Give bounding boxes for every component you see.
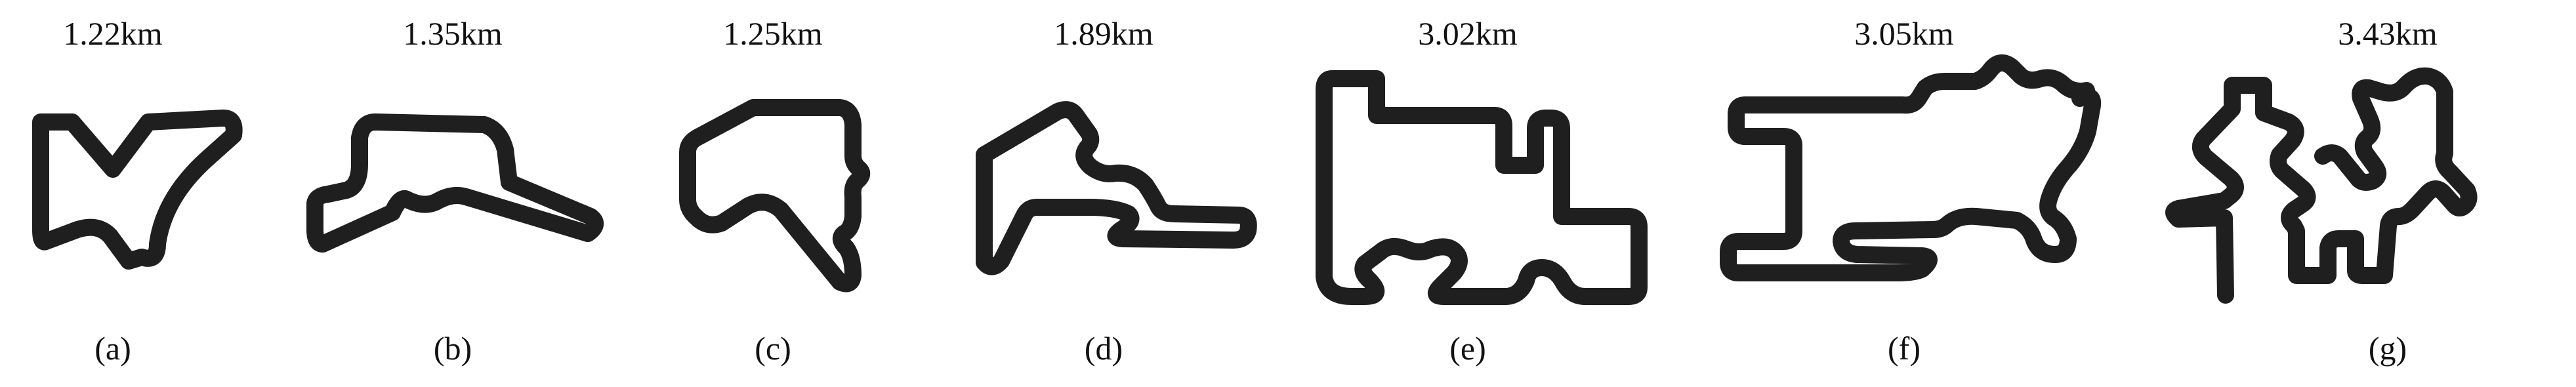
panel-g: 3.43km (g) xyxy=(2165,15,2478,367)
panel-c-length: 1.25km xyxy=(723,15,823,52)
track-c-outline xyxy=(679,99,871,293)
track-d-outline xyxy=(976,101,1257,275)
panel-a-caption: (a) xyxy=(94,330,131,367)
panel-a: 1.22km (a) xyxy=(32,15,243,367)
panel-e: 3.02km (e) xyxy=(1316,15,1648,367)
panel-b-caption: (b) xyxy=(434,330,472,367)
panel-a-length: 1.22km xyxy=(63,15,163,52)
track-e-outline xyxy=(1316,70,1648,305)
track-g-outline xyxy=(2165,67,2478,304)
track-f-outline xyxy=(1720,54,2102,281)
panel-f-length: 3.05km xyxy=(1854,15,1954,52)
panel-d: 1.89km (d) xyxy=(976,15,1257,367)
panel-c: 1.25km (c) xyxy=(679,15,871,367)
panel-f: 3.05km (f) xyxy=(1720,15,2102,367)
panel-e-length: 3.02km xyxy=(1418,15,1518,52)
panel-g-length: 3.43km xyxy=(2338,15,2438,52)
panel-b-length: 1.35km xyxy=(403,15,503,52)
panel-e-caption: (e) xyxy=(1449,330,1486,367)
panel-d-caption: (d) xyxy=(1085,330,1123,367)
track-a-outline xyxy=(32,110,243,270)
panel-f-caption: (f) xyxy=(1888,330,1921,367)
panel-d-length: 1.89km xyxy=(1054,15,1153,52)
panel-b: 1.35km (b) xyxy=(306,15,604,367)
track-b-outline xyxy=(306,113,604,253)
panel-g-caption: (g) xyxy=(2369,330,2407,367)
panel-c-caption: (c) xyxy=(755,330,791,367)
